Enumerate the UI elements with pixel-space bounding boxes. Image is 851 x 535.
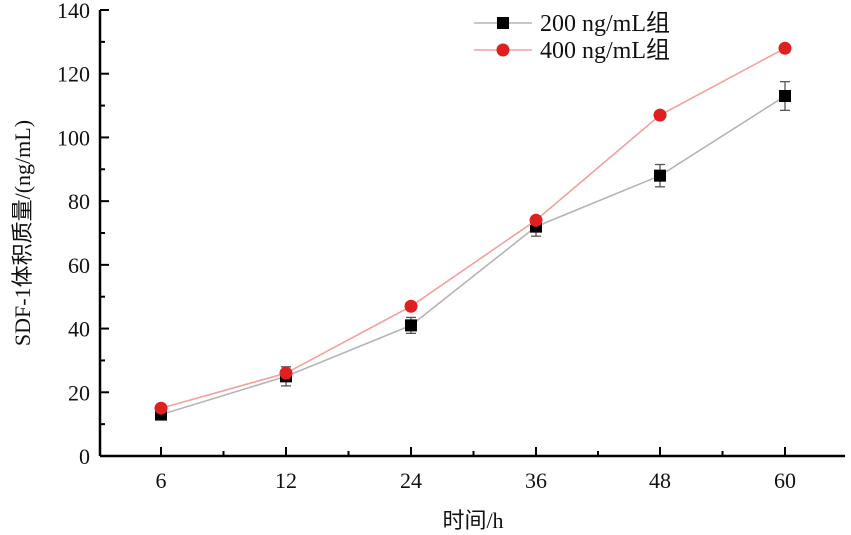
series-line xyxy=(160,47,786,409)
y-tick-label: 100 xyxy=(57,125,90,150)
x-tick-label: 24 xyxy=(400,468,422,493)
data-point xyxy=(778,41,792,55)
series-2 xyxy=(154,41,792,415)
legend-label: 400 ng/mL组 xyxy=(540,37,670,64)
legend-marker xyxy=(497,17,509,29)
y-axis-title: SDF-1体积质量/(ng/mL) xyxy=(10,120,35,346)
data-point xyxy=(154,401,168,415)
x-tick-label: 12 xyxy=(275,468,297,493)
data-point xyxy=(529,213,543,227)
data-point xyxy=(654,169,666,182)
data-point xyxy=(653,108,667,122)
y-tick-label: 80 xyxy=(68,189,90,214)
x-axis-title: 时间/h xyxy=(442,508,503,533)
y-tick-label: 60 xyxy=(68,253,90,278)
x-tick-label: 6 xyxy=(156,468,167,493)
data-point xyxy=(779,90,791,103)
data-point xyxy=(279,366,293,380)
data-point xyxy=(405,319,417,332)
y-tick-label: 0 xyxy=(79,444,90,469)
x-tick-label: 48 xyxy=(649,468,671,493)
series-1 xyxy=(155,81,791,421)
series-layer xyxy=(154,41,792,421)
y-tick-label: 120 xyxy=(57,62,90,87)
legend-label: 200 ng/mL组 xyxy=(540,10,670,37)
x-tick-label: 36 xyxy=(525,468,547,493)
legend-marker xyxy=(496,43,510,57)
data-point xyxy=(404,299,418,313)
y-tick-label: 40 xyxy=(68,317,90,342)
x-tick-label: 60 xyxy=(774,468,796,493)
y-tick-label: 140 xyxy=(57,0,90,23)
axes: 0 20 40 60 80 100 120 140 6 12 24 36 48 60 xyxy=(57,0,845,493)
y-tick-label: 20 xyxy=(68,380,90,405)
series-line xyxy=(160,95,786,416)
